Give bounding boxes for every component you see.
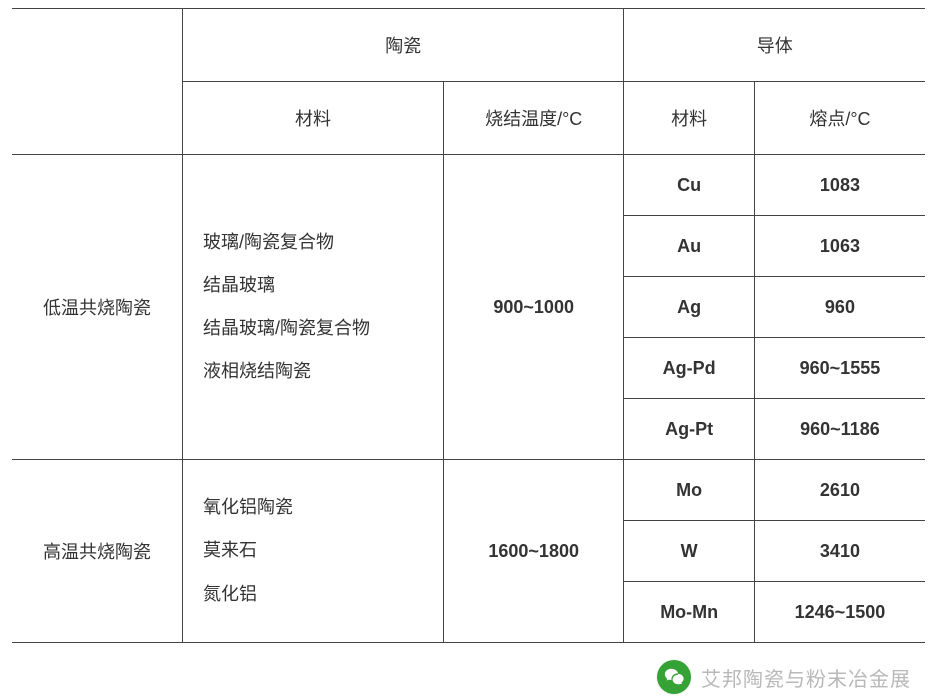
header-blank-2 xyxy=(12,82,183,155)
ceramic-material-item: 氮化铝 xyxy=(203,573,443,616)
chat-bubble-icon xyxy=(663,666,685,688)
ceramic-material-item: 氧化铝陶瓷 xyxy=(203,486,443,529)
ceramic-material-item: 玻璃/陶瓷复合物 xyxy=(203,221,443,264)
table-row: 低温共烧陶瓷 玻璃/陶瓷复合物 结晶玻璃 结晶玻璃/陶瓷复合物 液相烧结陶瓷 9… xyxy=(12,155,925,216)
table-header-row-1: 陶瓷 导体 xyxy=(12,9,925,82)
ceramic-material-item: 液相烧结陶瓷 xyxy=(203,350,443,393)
header-conductor-material: 材料 xyxy=(624,82,754,155)
ceramic-materials-cell: 玻璃/陶瓷复合物 结晶玻璃 结晶玻璃/陶瓷复合物 液相烧结陶瓷 xyxy=(183,155,444,460)
header-ceramic-material: 材料 xyxy=(183,82,444,155)
ceramic-materials-cell: 氧化铝陶瓷 莫来石 氮化铝 xyxy=(183,460,444,643)
conductor-material-cell: Mo xyxy=(624,460,754,521)
ceramic-material-item: 莫来石 xyxy=(203,529,443,572)
header-blank xyxy=(12,9,183,82)
melting-point-cell: 960~1186 xyxy=(754,399,925,460)
melting-point-cell: 1246~1500 xyxy=(754,582,925,643)
header-sinter-temp: 烧结温度/°C xyxy=(443,82,624,155)
wechat-avatar-icon xyxy=(657,660,691,694)
watermark: 艾邦陶瓷与粉末冶金展 xyxy=(657,660,911,694)
melting-point-cell: 3410 xyxy=(754,521,925,582)
melting-point-cell: 2610 xyxy=(754,460,925,521)
conductor-material-cell: Mo-Mn xyxy=(624,582,754,643)
header-conductor-group: 导体 xyxy=(624,9,925,82)
materials-table: 陶瓷 导体 材料 烧结温度/°C 材料 熔点/°C 低温共烧陶瓷 玻璃/陶瓷复合… xyxy=(12,8,925,643)
sinter-temp-cell: 900~1000 xyxy=(443,155,624,460)
conductor-material-cell: Au xyxy=(624,216,754,277)
header-melting-point: 熔点/°C xyxy=(754,82,925,155)
ceramic-materials-list: 氧化铝陶瓷 莫来石 氮化铝 xyxy=(183,486,443,616)
ceramic-materials-list: 玻璃/陶瓷复合物 结晶玻璃 结晶玻璃/陶瓷复合物 液相烧结陶瓷 xyxy=(183,221,443,394)
category-cell: 高温共烧陶瓷 xyxy=(12,460,183,643)
table-row: 高温共烧陶瓷 氧化铝陶瓷 莫来石 氮化铝 1600~1800 Mo 2610 xyxy=(12,460,925,521)
table-header-row-2: 材料 烧结温度/°C 材料 熔点/°C xyxy=(12,82,925,155)
conductor-material-cell: Ag-Pd xyxy=(624,338,754,399)
conductor-material-cell: Ag xyxy=(624,277,754,338)
melting-point-cell: 960~1555 xyxy=(754,338,925,399)
sinter-temp-cell: 1600~1800 xyxy=(443,460,624,643)
conductor-material-cell: W xyxy=(624,521,754,582)
conductor-material-cell: Cu xyxy=(624,155,754,216)
ceramic-material-item: 结晶玻璃/陶瓷复合物 xyxy=(203,307,443,350)
category-cell: 低温共烧陶瓷 xyxy=(12,155,183,460)
watermark-text: 艾邦陶瓷与粉末冶金展 xyxy=(701,663,911,692)
ceramic-material-item: 结晶玻璃 xyxy=(203,264,443,307)
table-container: 陶瓷 导体 材料 烧结温度/°C 材料 熔点/°C 低温共烧陶瓷 玻璃/陶瓷复合… xyxy=(0,0,937,643)
melting-point-cell: 1063 xyxy=(754,216,925,277)
header-ceramic-group: 陶瓷 xyxy=(183,9,624,82)
conductor-material-cell: Ag-Pt xyxy=(624,399,754,460)
melting-point-cell: 1083 xyxy=(754,155,925,216)
melting-point-cell: 960 xyxy=(754,277,925,338)
